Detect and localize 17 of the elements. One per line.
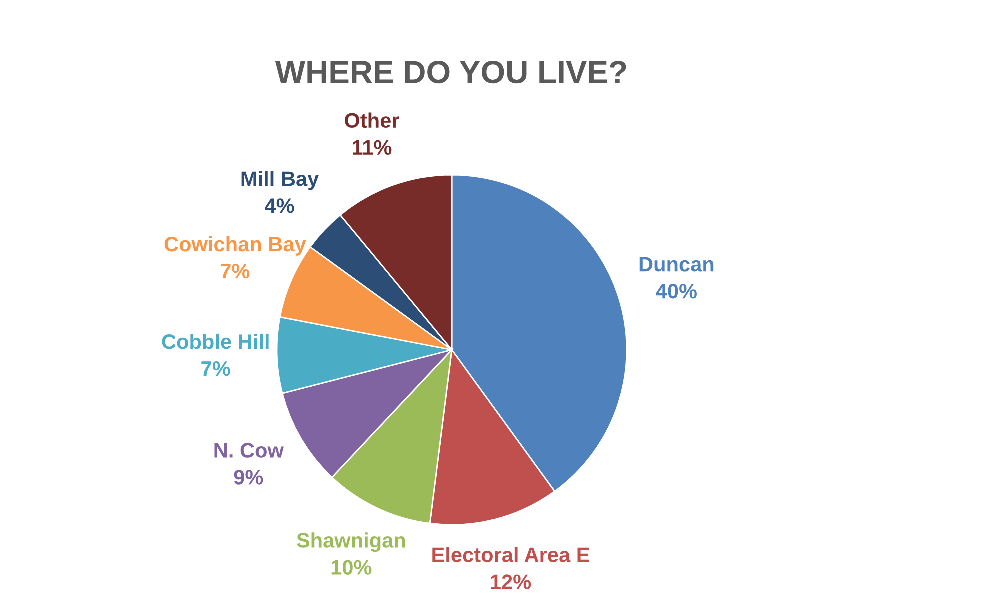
data-label: 40% (656, 284, 697, 299)
slice-label: Other (345, 112, 400, 128)
data-label: 11% (353, 140, 392, 155)
slice-label: Cobble Hill (162, 334, 269, 350)
slice-label: Shawnigan (297, 532, 406, 552)
data-label: 9% (234, 470, 264, 485)
chart-title: WHERE DO YOU LIVE? (275, 60, 626, 84)
slice-label: Duncan (640, 257, 714, 272)
slice-label: Cowichan Bay (164, 236, 306, 256)
data-label: 10% (332, 560, 372, 575)
data-label: 7% (202, 362, 230, 376)
data-label: 4% (265, 198, 294, 214)
data-label: 12% (491, 574, 532, 590)
slice-label: N. Cow (214, 443, 284, 458)
slice-label: Electoral Area E (432, 547, 590, 562)
data-label: 7% (221, 264, 250, 279)
slice-label: Mill Bay (242, 171, 320, 190)
